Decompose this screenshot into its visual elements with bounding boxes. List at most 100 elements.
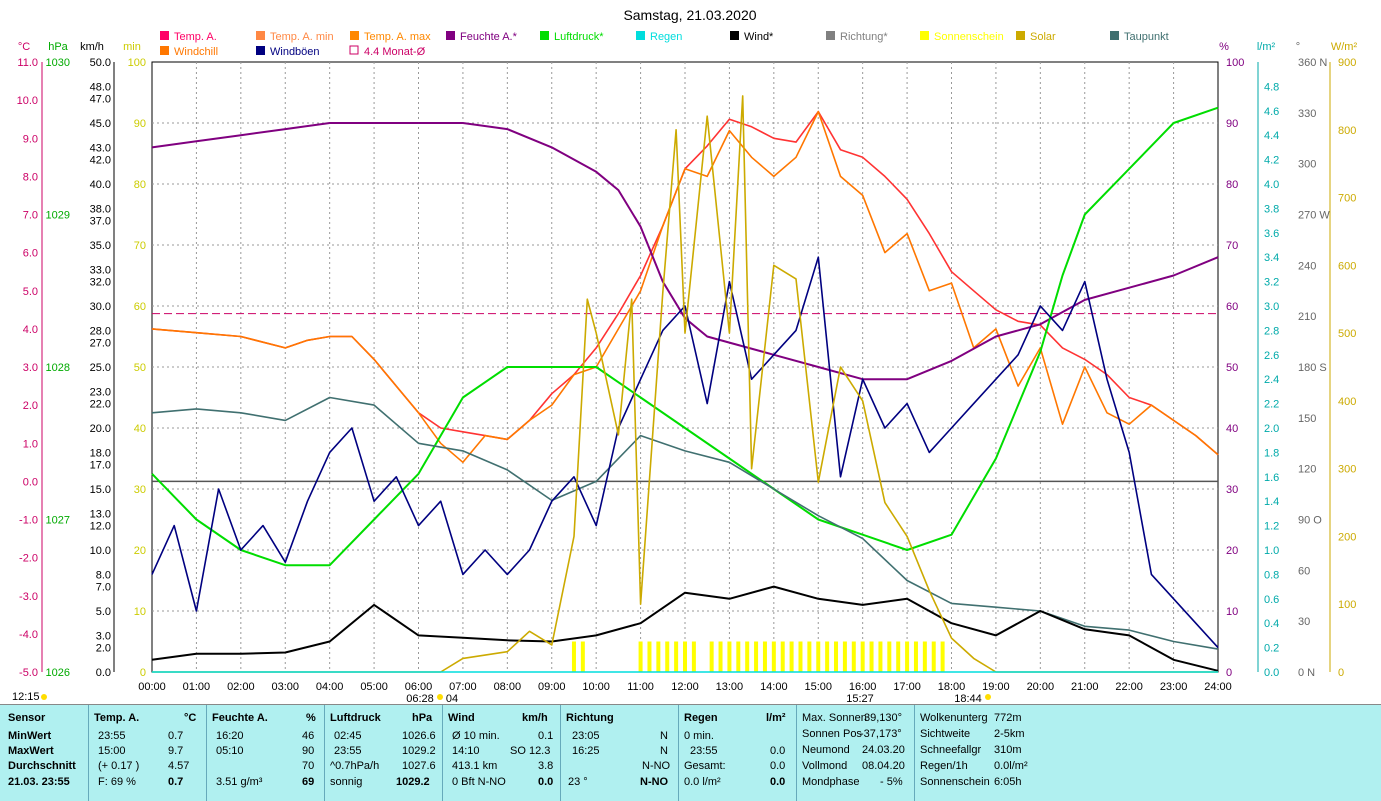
- x-tick-label: 01:00: [183, 681, 211, 693]
- stats-hum-unit: %: [306, 712, 316, 724]
- stats-press-unit: hPa: [412, 712, 433, 724]
- rain-tick-label: 1.8: [1264, 447, 1279, 459]
- x-tick-label: 02:00: [227, 681, 255, 693]
- wind-tick-label: 20.0: [90, 423, 111, 435]
- rain-tick-label: 3.0: [1264, 301, 1279, 313]
- sunshine-bar: [798, 641, 803, 672]
- stats-cell: 0 min.: [684, 730, 714, 742]
- sunshine-bar: [718, 641, 723, 672]
- x-tick-label: 21:00: [1071, 681, 1099, 693]
- rain-tick-label: 3.4: [1264, 252, 1279, 264]
- legend-swatch: [350, 31, 359, 40]
- x-tick-label: 12:00: [671, 681, 699, 693]
- stats-wind-column: Wind km/h Ø 10 min. 0.1 14:10 SO 12.3 41…: [442, 705, 561, 801]
- rain-tick-label: 0.8: [1264, 569, 1279, 581]
- temp-tick-label: 6.0: [23, 248, 38, 260]
- stats-cell: -37,173°: [860, 728, 902, 740]
- axis-unit-wind: km/h: [80, 41, 104, 53]
- press-tick-label: 1029: [46, 210, 70, 222]
- stats-dir-column: Richtung 23:05 N 16:25 N N-NO 23 ° N-NO: [560, 705, 679, 801]
- axis-unit-solar: W/m²: [1331, 41, 1358, 53]
- stats-cell: 0.7: [168, 730, 184, 742]
- rain-tick-label: 2.8: [1264, 325, 1279, 337]
- legend-swatch: [636, 31, 645, 40]
- stats-cell: 6:05h: [994, 776, 1022, 788]
- dir-tick-label: 120: [1298, 464, 1316, 476]
- stats-cell: Sonnenschein: [920, 776, 990, 788]
- time-mark-sunrise-2: 04: [446, 693, 458, 704]
- x-tick-label: 00:00: [138, 681, 166, 693]
- legend-label: Regen: [650, 31, 682, 43]
- solar-tick-label: 200: [1338, 531, 1356, 543]
- sunshine-bar: [709, 641, 714, 672]
- legend-swatch: [730, 31, 739, 40]
- stats-cell: 0.0: [770, 745, 786, 757]
- x-tick-label: 08:00: [494, 681, 522, 693]
- dir-tick-label: 270 W: [1298, 210, 1330, 222]
- rain-tick-label: 0.6: [1264, 594, 1279, 606]
- rain-tick-label: 3.2: [1264, 277, 1279, 289]
- stats-rain-column: Regen l/m² 0 min. 23:55 0.0 Gesamt: 0.0 …: [678, 705, 797, 801]
- sunshine-bar: [807, 641, 812, 672]
- dir-tick-label: 180 S: [1298, 362, 1327, 374]
- rain-tick-label: 4.2: [1264, 155, 1279, 167]
- legend-swatch: [256, 46, 265, 55]
- dir-tick-label: 30: [1298, 616, 1310, 628]
- sun-tick-label: 10: [134, 606, 146, 618]
- legend-swatch: [1110, 31, 1119, 40]
- stats-cell: 1029.2: [396, 776, 430, 788]
- solar-tick-label: 500: [1338, 328, 1356, 340]
- x-tick-label: 06:00: [405, 681, 433, 693]
- stats-cell: 0.0: [770, 760, 786, 772]
- series-line-temp-a-max: [151, 110, 1219, 464]
- sunshine-bar: [736, 641, 741, 672]
- stats-cell: 9.7: [168, 745, 184, 757]
- series-line-windb-en: [151, 256, 1219, 649]
- rain-tick-label: 3.6: [1264, 228, 1279, 240]
- sunshine-bar: [816, 641, 821, 672]
- temp-tick-label: 7.0: [23, 210, 38, 222]
- stats-cell: 0 Bft N-NO: [452, 776, 506, 788]
- stats-row-label: 21.03. 23:55: [8, 776, 70, 788]
- axes: 00:00 01:00 02:00 03:00 04:00 05:00 06:00 07:00…: [12, 41, 1357, 704]
- legend-swatch: [1016, 31, 1025, 40]
- sunshine-bar: [571, 641, 576, 672]
- x-tick-label: 09:00: [538, 681, 566, 693]
- stats-cell: 16:25: [572, 745, 600, 757]
- stats-astro-column: Max. Sonnen 39,130° Sonnen Pos -37,173° …: [796, 705, 915, 801]
- x-tick-label: 11:00: [627, 681, 654, 693]
- stats-rain-unit: l/m²: [766, 712, 786, 724]
- stats-cell: 70: [302, 760, 315, 772]
- wind-tick-label: 40.0: [90, 179, 111, 191]
- rain-tick-label: 4.0: [1264, 179, 1279, 191]
- x-tick-label: 16:00: [849, 681, 877, 693]
- hum-tick-label: 80: [1226, 179, 1238, 191]
- sunshine-bar: [922, 641, 927, 672]
- wind-tick-label: 25.0: [90, 362, 111, 374]
- stats-dir-header: Richtung: [566, 712, 614, 724]
- dir-tick-label: 210: [1298, 311, 1316, 323]
- stats-cell: 16:20: [216, 730, 244, 742]
- sunshine-bar: [674, 641, 679, 672]
- stats-cell: 1027.6: [402, 760, 436, 772]
- stats-cell: 39,130°: [864, 712, 903, 724]
- sun-tick-label: 0: [140, 667, 146, 679]
- sun-tick-label: 60: [134, 301, 146, 313]
- press-tick-label: 1030: [46, 57, 70, 69]
- temp-tick-label: 9.0: [23, 133, 38, 145]
- grid: [151, 61, 1219, 673]
- hum-tick-label: 70: [1226, 240, 1238, 252]
- temp-tick-label: 3.0: [23, 362, 38, 374]
- stats-cell: N-NO: [642, 760, 671, 772]
- rain-tick-label: 2.2: [1264, 399, 1279, 411]
- sunshine-bar: [754, 641, 759, 672]
- series-line-feuchte-a: [151, 122, 1219, 381]
- stats-cell: ^0.7hPa/h: [330, 760, 380, 772]
- press-tick-label: 1026: [46, 667, 70, 679]
- solar-tick-label: 900: [1338, 57, 1356, 69]
- stats-cell: Wolkenunterg: [920, 712, 988, 724]
- stats-cell: 1029.2: [402, 745, 436, 757]
- sunshine-bar: [878, 641, 883, 672]
- stats-cell: 3.51 g/m³: [216, 776, 263, 788]
- wind-tick-label: 23.0: [90, 386, 111, 398]
